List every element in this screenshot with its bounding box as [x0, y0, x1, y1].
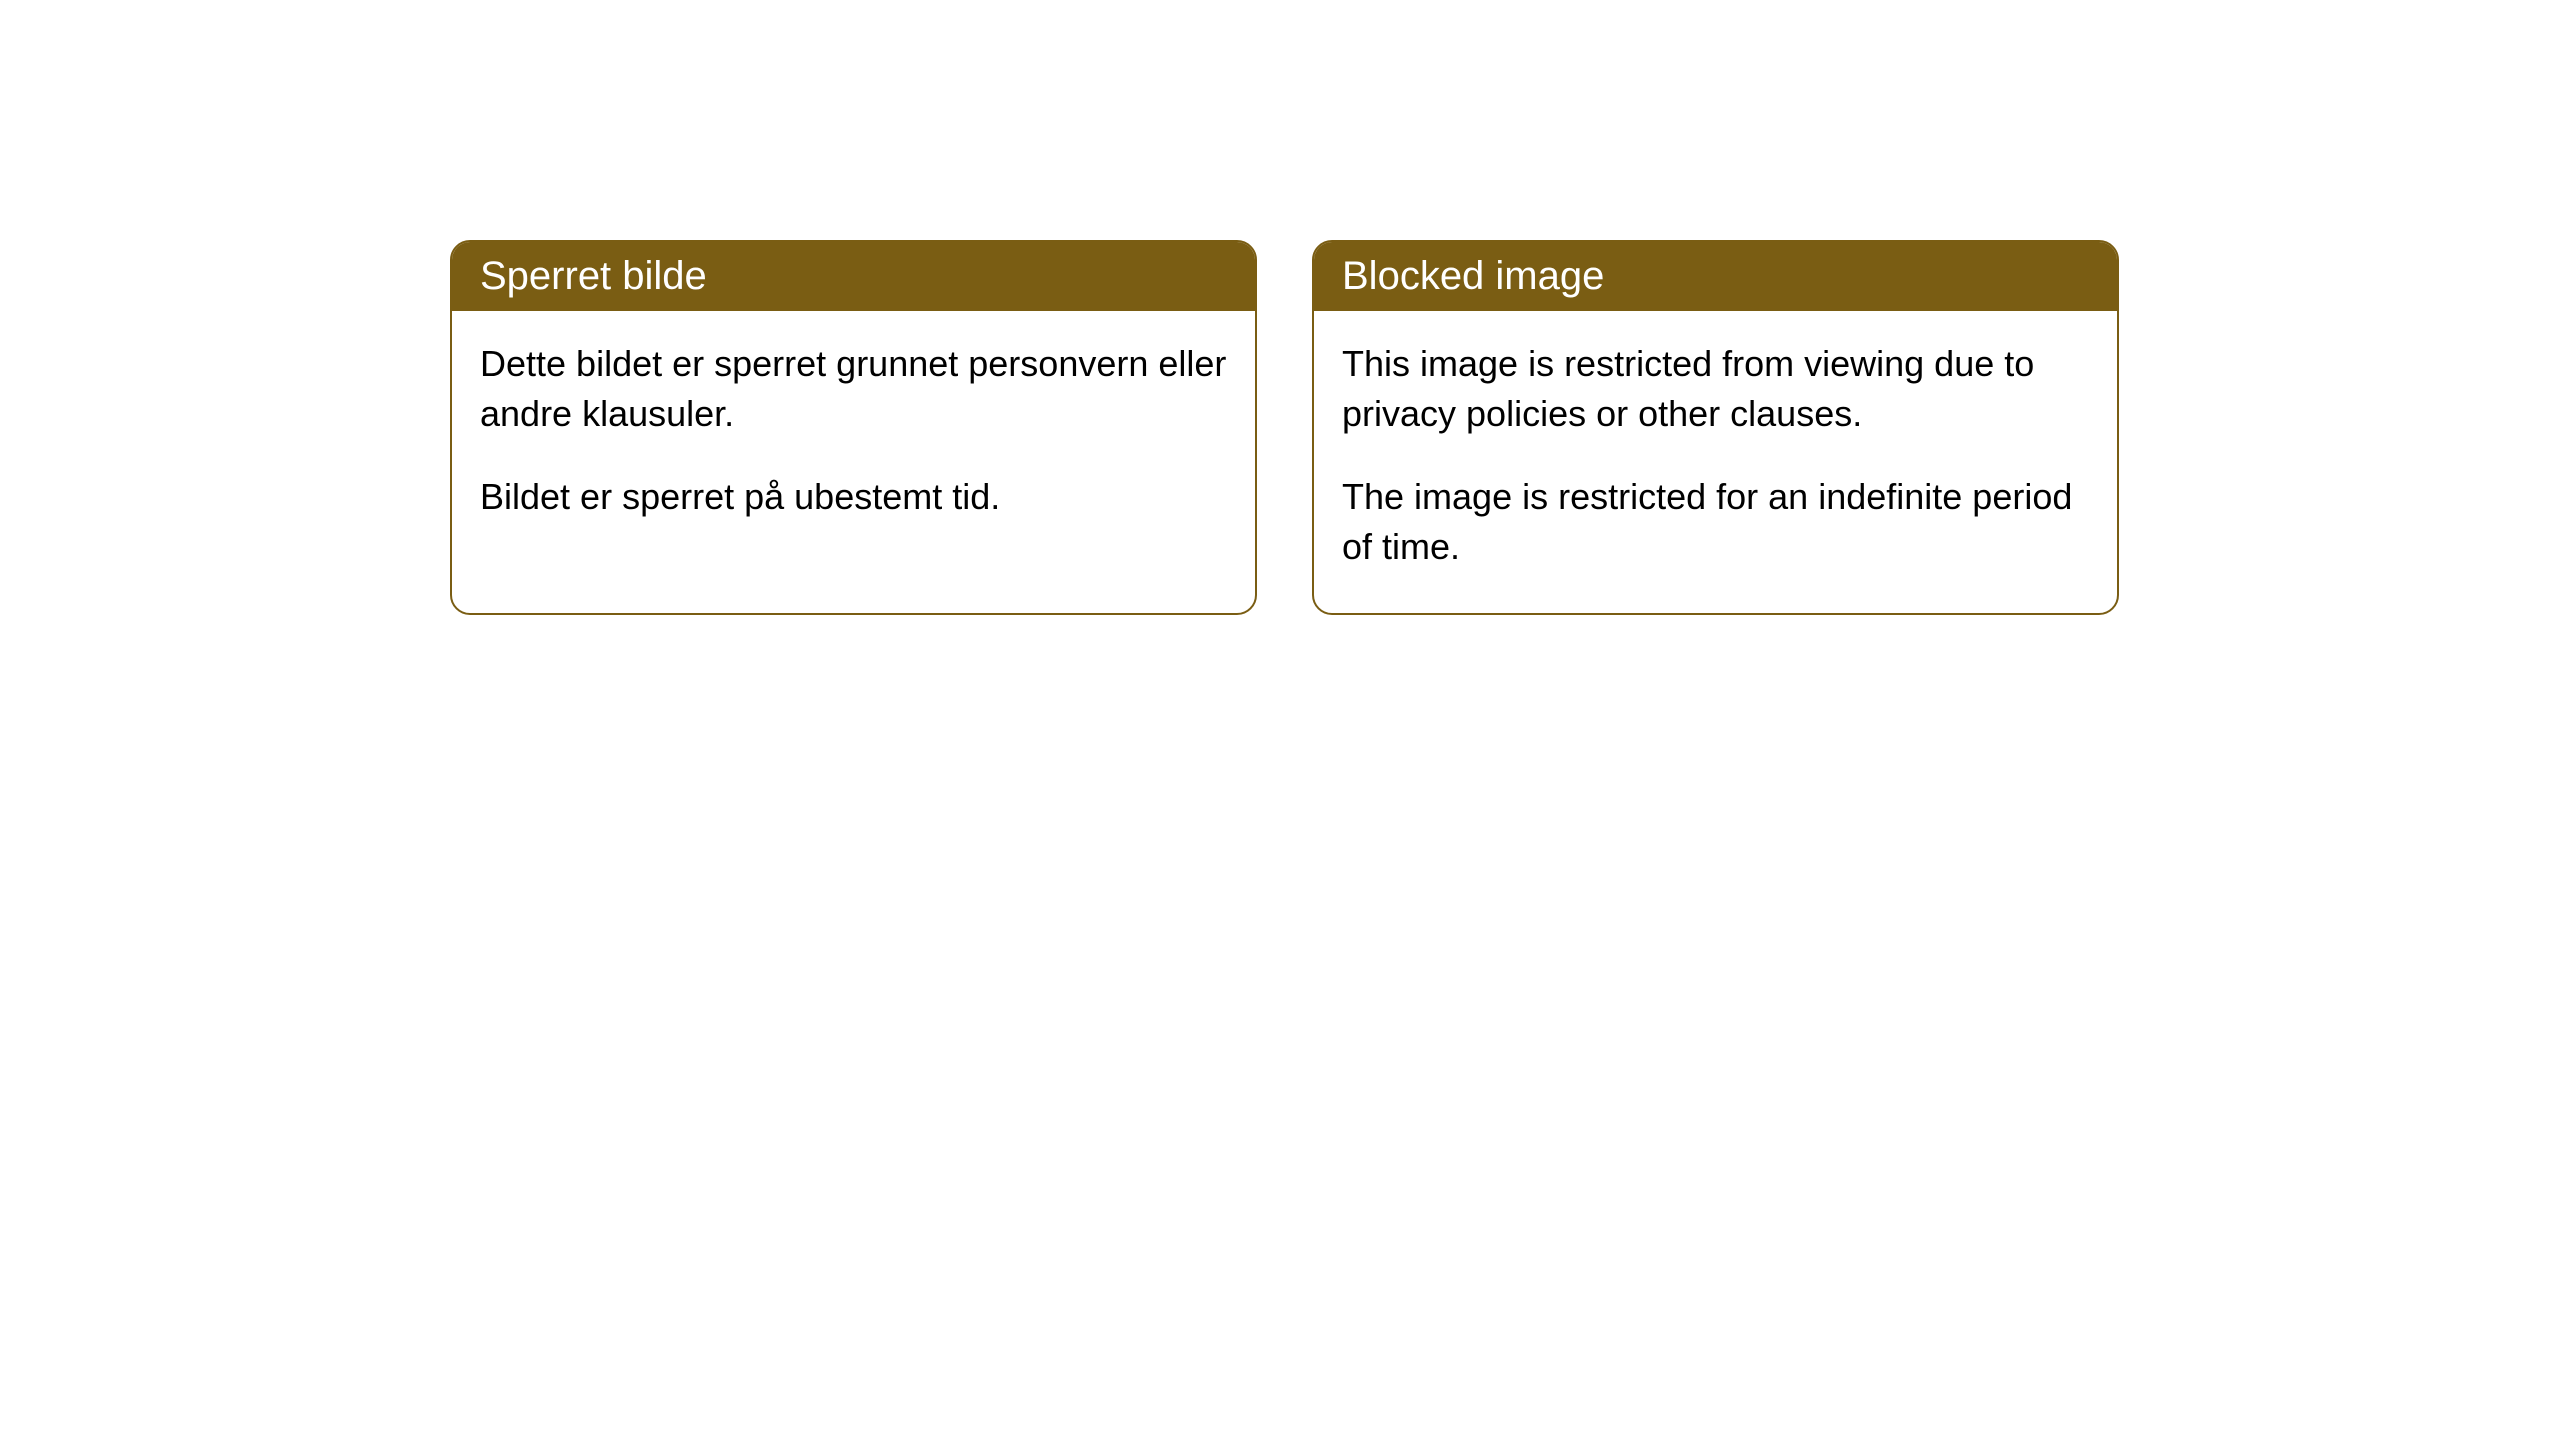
notice-cards-container: Sperret bilde Dette bildet er sperret gr… — [0, 0, 2560, 615]
card-header-en: Blocked image — [1314, 242, 2117, 311]
card-header-no: Sperret bilde — [452, 242, 1255, 311]
card-body-no: Dette bildet er sperret grunnet personve… — [452, 311, 1255, 562]
card-paragraph-2-no: Bildet er sperret på ubestemt tid. — [480, 472, 1227, 522]
card-paragraph-1-no: Dette bildet er sperret grunnet personve… — [480, 339, 1227, 440]
blocked-image-card-no: Sperret bilde Dette bildet er sperret gr… — [450, 240, 1257, 615]
card-body-en: This image is restricted from viewing du… — [1314, 311, 2117, 613]
card-paragraph-1-en: This image is restricted from viewing du… — [1342, 339, 2089, 440]
blocked-image-card-en: Blocked image This image is restricted f… — [1312, 240, 2119, 615]
card-paragraph-2-en: The image is restricted for an indefinit… — [1342, 472, 2089, 573]
